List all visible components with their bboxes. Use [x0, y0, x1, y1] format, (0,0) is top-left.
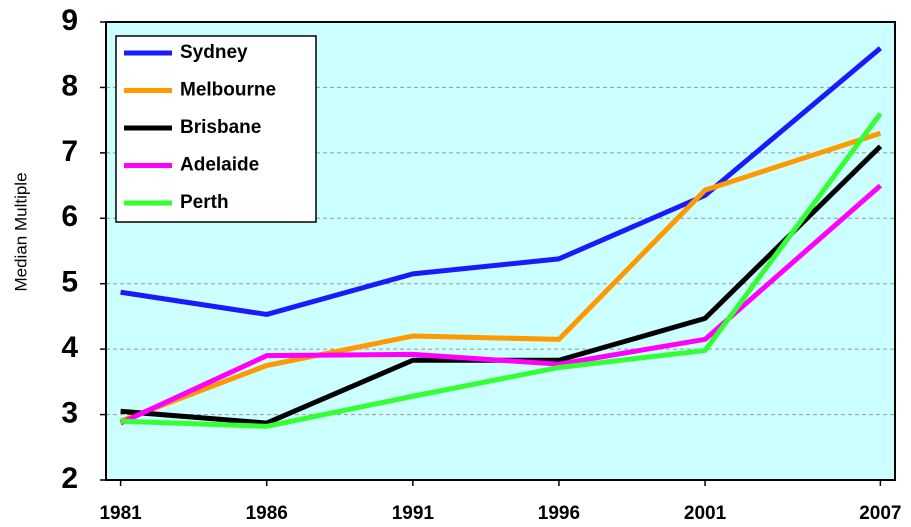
x-tick-label: 1986: [246, 503, 288, 524]
y-tick-label: 9: [61, 4, 78, 37]
y-tick-label: 7: [61, 135, 78, 168]
series-line: [119, 130, 882, 424]
y-tick-label: 3: [61, 396, 78, 429]
legend-label: Perth: [180, 192, 229, 213]
y-tick-label: 6: [61, 200, 78, 233]
series-line: [120, 112, 883, 429]
series-line: [120, 46, 882, 317]
y-tick-label: 2: [61, 462, 78, 495]
legend-label: Brisbane: [180, 117, 261, 138]
legend-label: Adelaide: [180, 155, 259, 176]
x-tick-label: 1991: [392, 503, 435, 524]
legend-label: Melbourne: [180, 80, 276, 101]
y-tick-label: 5: [61, 266, 78, 299]
x-tick-label: 2001: [684, 503, 727, 524]
x-tick-label: 2007: [859, 503, 901, 524]
x-tick-label: 1981: [99, 503, 142, 524]
y-tick-label: 8: [61, 69, 78, 102]
y-axis-label: Median Multiple: [11, 172, 30, 291]
y-tick-label: 4: [61, 331, 78, 364]
plot-frame: [105, 21, 896, 481]
x-tick-label: 1996: [538, 503, 580, 524]
legend-label: Sydney: [180, 42, 248, 63]
